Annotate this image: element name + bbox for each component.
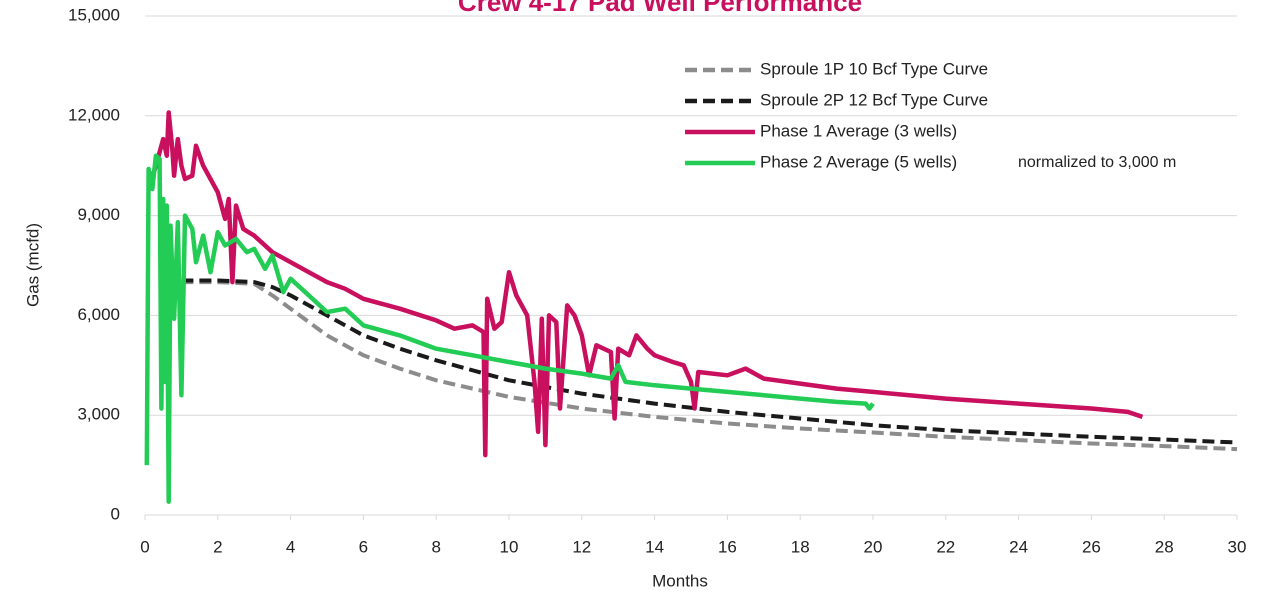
x-tick-label: 14 <box>645 537 664 556</box>
x-tick-label: 18 <box>791 537 810 556</box>
y-tick-label: 15,000 <box>68 5 120 24</box>
series-line <box>181 278 1238 445</box>
y-tick-label: 12,000 <box>68 105 120 124</box>
y-axis-label: Gas (mcfd) <box>23 223 42 307</box>
x-tick-label: 30 <box>1228 537 1247 556</box>
x-axis-label: Months <box>652 571 708 590</box>
x-tick-label: 24 <box>1009 537 1028 556</box>
x-tick-label: 6 <box>359 537 368 556</box>
y-tick-label: 6,000 <box>77 305 120 324</box>
series-line <box>181 280 1238 452</box>
series-line <box>146 110 1144 458</box>
x-tick-label: 26 <box>1082 537 1101 556</box>
y-tick-label: 3,000 <box>77 405 120 424</box>
y-tick-label: 9,000 <box>77 205 120 224</box>
x-tick-label: 22 <box>936 537 955 556</box>
x-tick-label: 12 <box>572 537 591 556</box>
x-tick-label: 16 <box>718 537 737 556</box>
legend-label: Sproule 2P 12 Bcf Type Curve <box>760 90 988 109</box>
x-tick-label: 10 <box>500 537 519 556</box>
legend-label: Sproule 1P 10 Bcf Type Curve <box>760 59 988 78</box>
x-tick-label: 8 <box>431 537 440 556</box>
y-tick-label: 0 <box>111 504 120 523</box>
chart-title: Crew 4-17 Pad Well Performance <box>458 0 862 17</box>
x-tick-label: 20 <box>864 537 883 556</box>
x-tick-label: 0 <box>140 537 149 556</box>
legend-label: Phase 2 Average (5 wells) <box>760 152 957 171</box>
x-tick-label: 28 <box>1155 537 1174 556</box>
x-tick-label: 4 <box>286 537 295 556</box>
annotation: normalized to 3,000 m <box>1018 154 1176 171</box>
legend-label: Phase 1 Average (3 wells) <box>760 121 957 140</box>
x-tick-label: 2 <box>213 537 222 556</box>
series-line <box>144 153 875 504</box>
